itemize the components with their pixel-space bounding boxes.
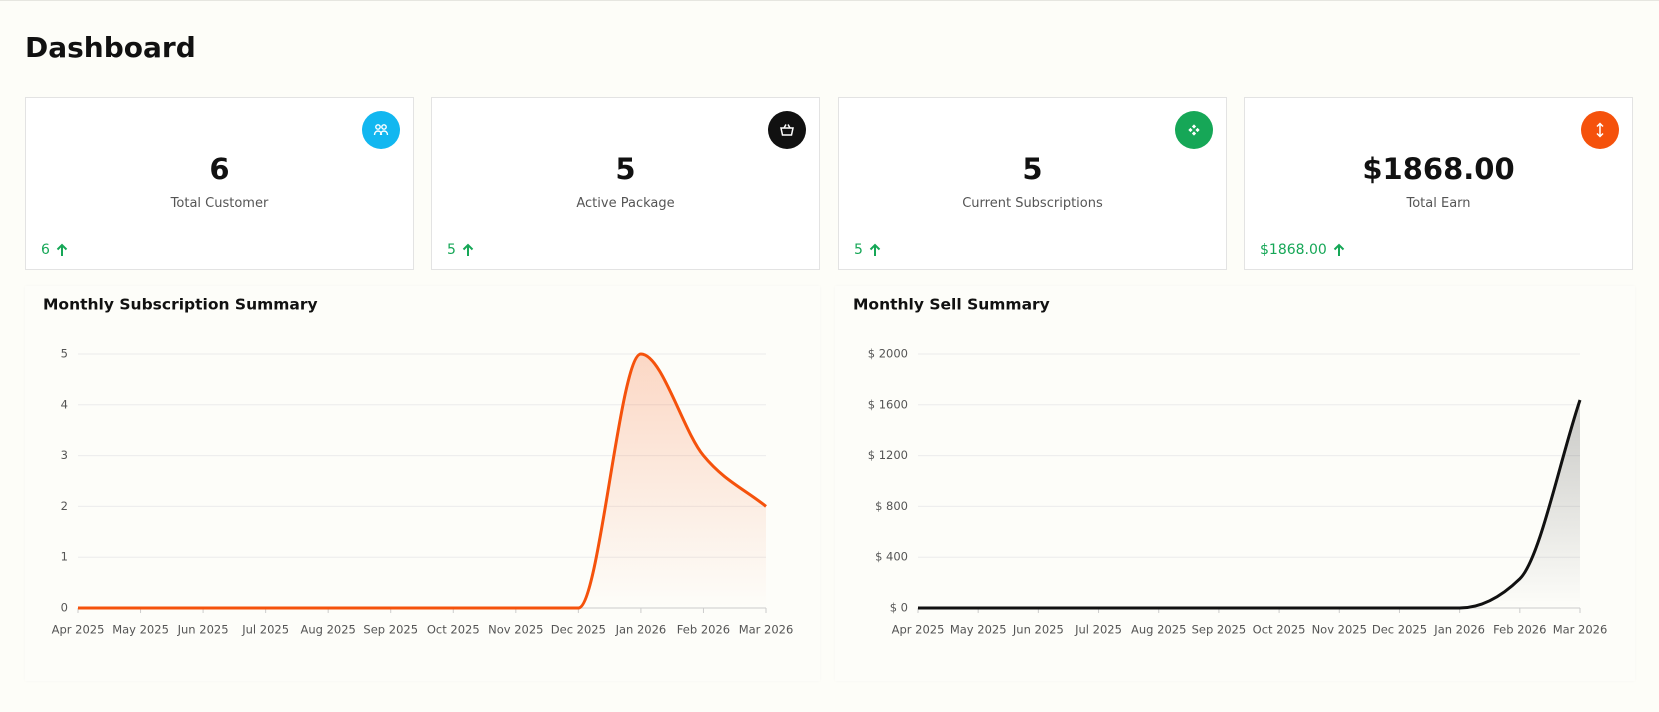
card-value: 5 — [1022, 152, 1043, 186]
card-change: 5 — [447, 242, 474, 258]
area — [918, 399, 1580, 608]
card-label: Total Customer — [170, 196, 269, 211]
y-tick-label: $ 2000 — [868, 347, 908, 361]
card-label: Active Package — [576, 196, 675, 211]
x-tick-label: Jul 2025 — [1074, 623, 1122, 637]
x-tick-label: Feb 2026 — [1493, 623, 1546, 637]
card-change: $1868.00 — [1260, 242, 1345, 258]
card-icon — [362, 111, 400, 149]
x-tick-label: Dec 2025 — [1372, 623, 1427, 637]
card-icon — [1175, 111, 1213, 149]
y-tick-label: $ 1200 — [868, 448, 908, 462]
change-text: 5 — [854, 242, 863, 258]
y-tick-label: 3 — [61, 448, 68, 462]
chart-panel: Monthly Sell Summary $ 0 $ 400 $ 800 $ 1200 $… — [835, 286, 1635, 681]
card-change: 6 — [41, 242, 68, 258]
y-tick-label: 4 — [61, 397, 68, 411]
chart-panel: Monthly Subscription Summary 0 1 2 3 4 5 Apr 20… — [25, 286, 820, 681]
change-text: 6 — [41, 242, 50, 258]
x-tick-label: Jan 2026 — [1433, 623, 1485, 637]
x-tick-label: Jan 2026 — [615, 623, 667, 637]
x-tick-label: Jul 2025 — [241, 623, 289, 637]
x-tick-label: Oct 2025 — [427, 623, 480, 637]
stat-card: 5 Current Subscriptions 5 — [838, 97, 1227, 270]
x-tick-label: Mar 2026 — [1553, 623, 1608, 637]
x-tick-label: Nov 2025 — [488, 623, 543, 637]
x-tick-label: Sep 2025 — [1192, 623, 1247, 637]
chart: Monthly Sell Summary $ 0 $ 400 $ 800 $ 1200 $… — [853, 296, 1608, 637]
chart-title: Monthly Subscription Summary — [43, 296, 318, 314]
x-tick-label: Nov 2025 — [1312, 623, 1367, 637]
x-tick-label: Aug 2025 — [1131, 623, 1186, 637]
x-tick-label: Aug 2025 — [300, 623, 355, 637]
stat-card: 6 Total Customer 6 — [25, 97, 414, 270]
stat-card: 5 Active Package 5 — [431, 97, 820, 270]
chart-title: Monthly Sell Summary — [853, 296, 1050, 314]
y-tick-label: 0 — [61, 601, 68, 615]
card-value: 6 — [209, 152, 230, 186]
x-tick-label: Jun 2025 — [1012, 623, 1064, 637]
x-tick-label: Apr 2025 — [52, 623, 105, 637]
page-title: Dashboard — [25, 31, 196, 64]
area — [78, 354, 766, 608]
card-label: Total Earn — [1406, 196, 1471, 211]
x-tick-label: Oct 2025 — [1253, 623, 1306, 637]
x-tick-label: Mar 2026 — [739, 623, 794, 637]
card-icon — [1581, 111, 1619, 149]
x-tick-label: May 2025 — [950, 623, 1007, 637]
y-tick-label: $ 1600 — [868, 397, 908, 411]
change-text: 5 — [447, 242, 456, 258]
change-text: $1868.00 — [1260, 242, 1327, 258]
y-tick-label: $ 800 — [875, 499, 908, 513]
x-tick-label: Jun 2025 — [177, 623, 229, 637]
y-tick-label: 5 — [61, 347, 68, 361]
y-tick-label: $ 0 — [890, 601, 908, 615]
y-tick-label: 1 — [61, 550, 68, 564]
stat-card: $1868.00 Total Earn $1868.00 — [1244, 97, 1633, 270]
card-value: $1868.00 — [1362, 152, 1515, 186]
line — [78, 352, 767, 610]
line — [918, 399, 1582, 610]
y-tick-label: 2 — [61, 499, 68, 513]
card-icon — [768, 111, 806, 149]
card-change: 5 — [854, 242, 881, 258]
x-tick-label: May 2025 — [112, 623, 169, 637]
chart: Monthly Subscription Summary 0 1 2 3 4 5 Apr 20… — [43, 296, 794, 637]
card-label: Current Subscriptions — [962, 196, 1103, 211]
card-value: 5 — [615, 152, 636, 186]
x-tick-label: Dec 2025 — [551, 623, 606, 637]
x-tick-label: Feb 2026 — [677, 623, 730, 637]
y-tick-label: $ 400 — [875, 550, 908, 564]
x-tick-label: Sep 2025 — [363, 623, 418, 637]
x-tick-label: Apr 2025 — [892, 623, 945, 637]
